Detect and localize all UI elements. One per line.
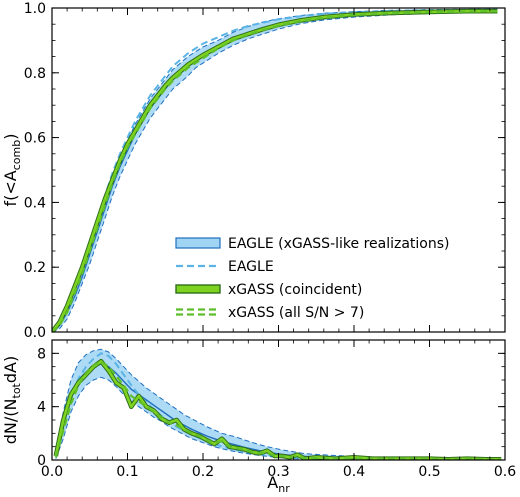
plot-frame: [51, 339, 506, 461]
xgass-all-dashed-line: [54, 360, 502, 460]
y-tick-label: 0.4: [24, 195, 46, 211]
x-tick-label: 0.1: [116, 464, 138, 480]
y-tick-label: 0.6: [24, 131, 46, 147]
y-axis-label: f(<Acomb): [1, 134, 23, 207]
xgass-all-dashed-line: [52, 10, 498, 332]
x-tick-label: 0.3: [267, 464, 289, 480]
plot-area: [53, 348, 502, 460]
y-tick-label: 4: [37, 400, 46, 416]
eagle-realization-upper-line: [52, 8, 498, 332]
y-tick-label: 1.0: [24, 1, 46, 17]
top-panel-cumulative: 0.0 0.2 0.4 0.6 0.8 1.0 f(<Acomb): [1, 1, 506, 341]
legend: EAGLE (xGASS-like realizations) EAGLE xGAS…: [175, 236, 450, 321]
legend-swatch-eagle-band: [175, 237, 221, 249]
legend-label: xGASS (all S/N > 7): [228, 305, 364, 321]
y-tick-label: 0.8: [24, 66, 46, 82]
eagle-band-area: [55, 349, 502, 460]
bottom-panel-histogram: 0.0 0.1 0.2 0.3 0.4 0.5 0.6 0 4 8 dN/(NtotdA) Anr: [1, 339, 516, 495]
plot-area: [52, 8, 498, 332]
y-tick-label: 8: [37, 346, 46, 362]
y-axis-label: dN/(NtotdA): [1, 356, 23, 444]
legend-label: EAGLE: [228, 259, 274, 275]
x-tick-label: 0.0: [41, 464, 63, 480]
eagle-dashed-line: [54, 352, 502, 460]
x-tick-label: 0.4: [343, 464, 365, 480]
y-tick-label: 0.2: [24, 260, 46, 276]
eagle-realization-lower-line: [52, 12, 498, 332]
legend-label: xGASS (coincident): [228, 282, 362, 298]
x-axis-label: Anr: [267, 473, 290, 495]
legend-swatch-xgass-thick: [175, 284, 221, 294]
y-tick-label: 0.0: [24, 325, 46, 341]
legend-label: EAGLE (xGASS-like realizations): [228, 236, 450, 252]
x-tick-label: 0.2: [192, 464, 214, 480]
x-tick-label: 0.6: [494, 464, 516, 480]
y-tick-label: 0: [37, 453, 46, 469]
x-tick-label: 0.5: [418, 464, 440, 480]
